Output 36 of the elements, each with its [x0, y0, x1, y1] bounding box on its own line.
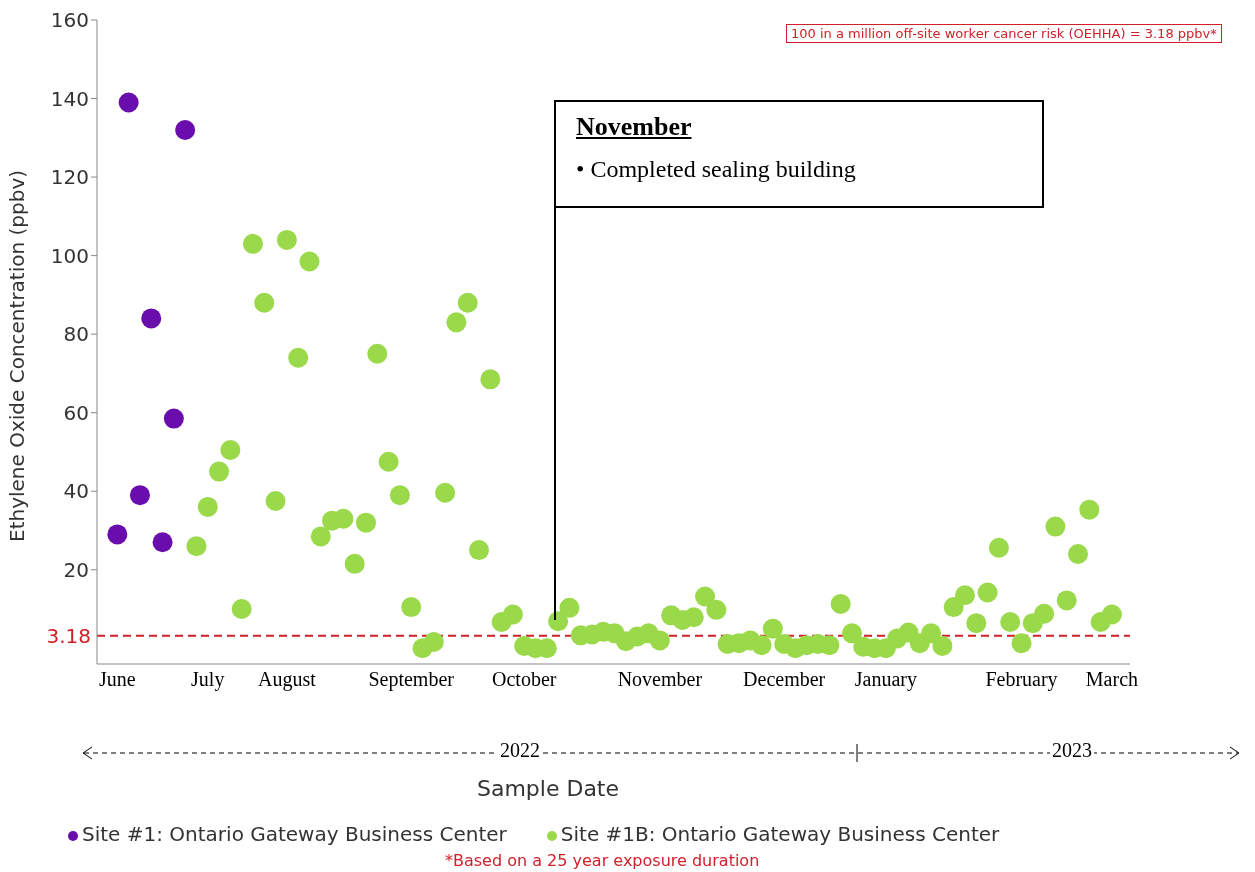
- callout-box: November • Completed sealing building: [554, 100, 1044, 208]
- x-tick-label: September: [368, 668, 455, 692]
- annotation: 100 in a million off-site worker cancer risk (OEHHA) = 3.18 ppbv*: [786, 24, 1222, 43]
- point: [107, 524, 128, 545]
- y-tick-label: 100: [50, 243, 89, 268]
- x-tick-label: August: [257, 668, 317, 692]
- x-tick-label: July: [191, 668, 225, 692]
- legend-label: Site #1: Ontario Gateway Business Center: [82, 822, 507, 846]
- text: 2022: [498, 739, 542, 762]
- point: [163, 408, 184, 429]
- x-tick-label: December: [743, 668, 826, 691]
- y-tick-label: 140: [50, 86, 89, 111]
- y-tick-label: 160: [50, 8, 89, 33]
- x-tick-label: November: [617, 668, 703, 691]
- point: [129, 485, 150, 506]
- y-axis-title: Ethylene Oxide Concentration (ppbv): [5, 169, 30, 542]
- point: [141, 308, 162, 329]
- text: 2023: [1050, 739, 1094, 762]
- x-tick-label: October: [492, 668, 557, 691]
- x-tick-label: March: [1085, 668, 1139, 691]
- y-tick-label: 20: [63, 557, 89, 582]
- y-tick-label: 60: [63, 400, 89, 425]
- point: [152, 532, 173, 553]
- y-tick-label: 80: [63, 322, 89, 347]
- annotation: November • Completed sealing building: [576, 112, 857, 183]
- x-axis-title: Sample Date: [476, 776, 620, 801]
- x-tick-label: February: [985, 668, 1058, 692]
- x-tick-label: June: [99, 668, 136, 691]
- x-tick-label: January: [854, 668, 917, 692]
- text: *Based on a 25 year exposure duration: [445, 851, 760, 870]
- point: [175, 119, 196, 140]
- legend-label: Site #1B: Ontario Gateway Business Center: [560, 822, 1000, 846]
- point: [118, 92, 139, 113]
- ref-line-label: 3.18: [46, 623, 91, 648]
- y-tick-label: 40: [63, 479, 89, 504]
- y-tick-label: 120: [50, 165, 89, 190]
